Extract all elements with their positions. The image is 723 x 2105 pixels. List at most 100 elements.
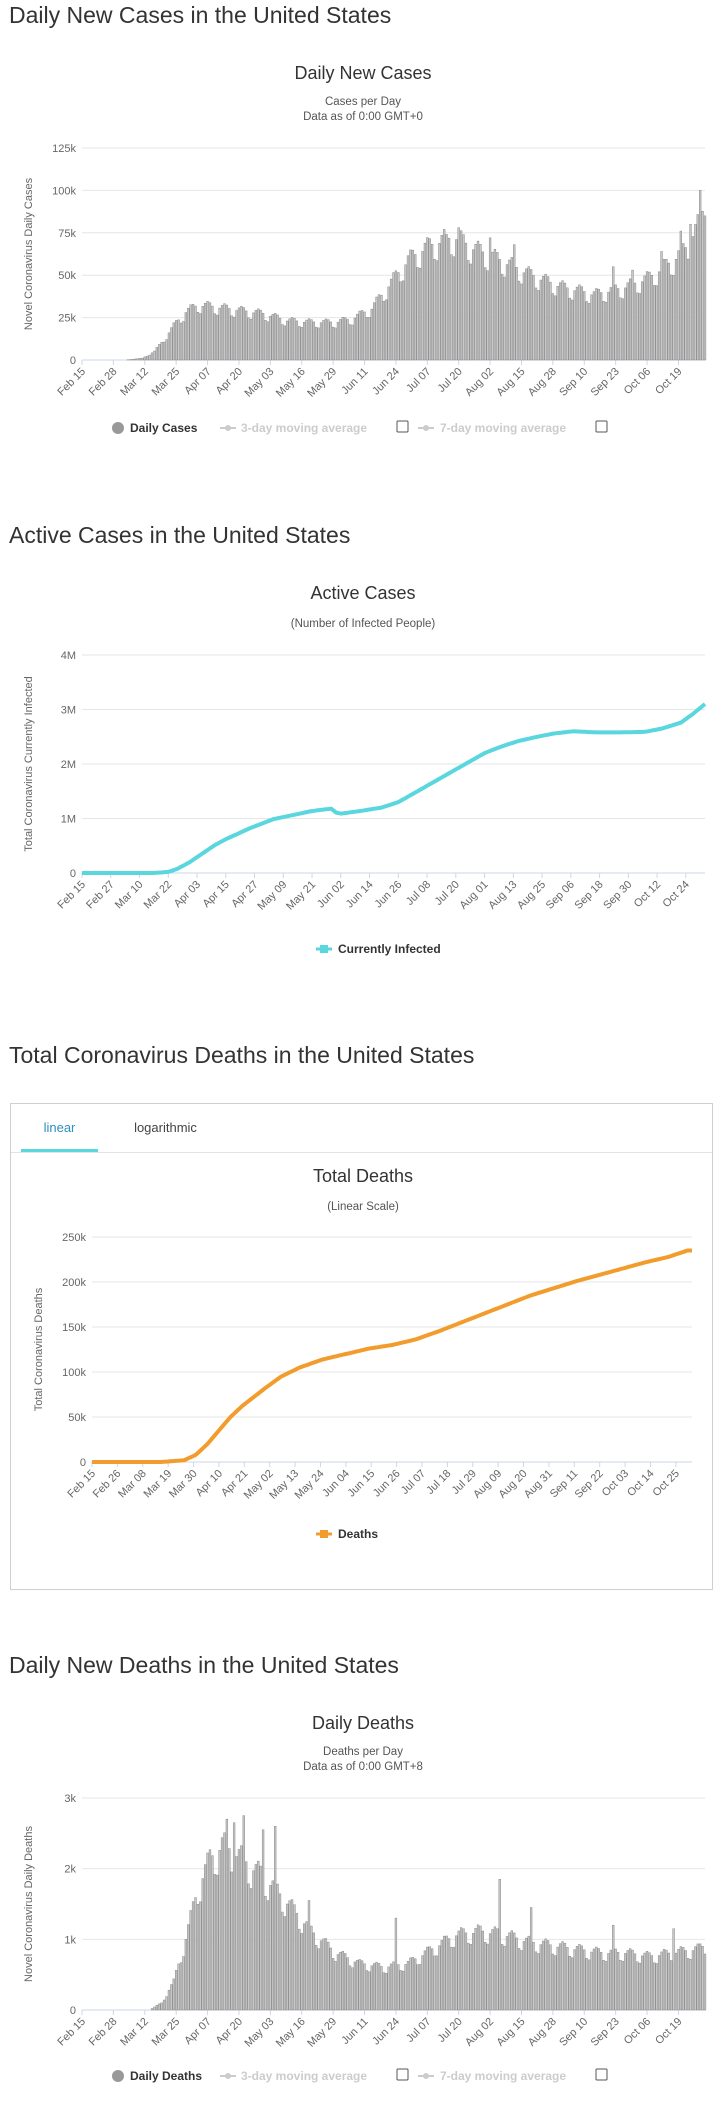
- legend-label: Deaths: [338, 1527, 378, 1541]
- active-cases-heading: Active Cases in the United States: [9, 522, 351, 548]
- x-tick-label: Jun 11: [339, 366, 370, 397]
- bar: [554, 1955, 557, 2011]
- bar: [402, 280, 405, 361]
- legend-marker: [320, 1530, 328, 1538]
- bar: [341, 1951, 344, 2011]
- bar: [179, 322, 183, 361]
- legend-item-daily[interactable]: Daily Cases: [112, 421, 198, 435]
- y-tick-label: 2M: [61, 759, 76, 771]
- legend-item-7day[interactable]: 7-day moving average: [418, 421, 566, 435]
- moving-average-7-checkbox[interactable]: [595, 420, 608, 433]
- bar: [674, 259, 678, 361]
- bar: [368, 317, 371, 361]
- bar: [283, 1916, 286, 2011]
- y-tick-label: 4M: [61, 650, 76, 662]
- bar: [600, 1952, 603, 2011]
- bar: [257, 1860, 260, 2011]
- legend-item-currently-infected[interactable]: Currently Infected: [316, 942, 441, 956]
- bar: [614, 284, 617, 361]
- legend-item-3day[interactable]: 3-day moving average: [220, 2069, 367, 2083]
- bar: [643, 1952, 646, 2011]
- bar: [373, 302, 376, 361]
- legend-item-daily[interactable]: Daily Deaths: [112, 2069, 202, 2083]
- bar: [310, 1925, 313, 2011]
- bar: [445, 234, 448, 361]
- bar: [341, 317, 344, 361]
- bar: [544, 1938, 547, 2011]
- bar: [423, 242, 427, 361]
- bar: [187, 1924, 190, 2011]
- x-tick-label: Apr 10: [194, 1468, 225, 1499]
- bar: [276, 314, 279, 361]
- x-tick-label: Sep 18: [573, 879, 606, 912]
- bar: [305, 319, 308, 361]
- bar: [505, 264, 509, 361]
- bar: [546, 276, 550, 361]
- x-tick-label: Aug 25: [515, 879, 548, 912]
- bar: [322, 1938, 325, 2011]
- bar: [537, 290, 540, 361]
- bar: [691, 236, 695, 361]
- bar: [614, 1948, 617, 2011]
- legend-marker: [225, 2073, 231, 2079]
- bar: [375, 1961, 378, 2011]
- bar: [220, 1837, 224, 2011]
- y-axis-title: Total Coronavirus Currently Infected: [23, 676, 35, 851]
- bar: [230, 1871, 233, 2011]
- bar: [339, 1952, 342, 2011]
- daily-deaths-chart: Daily Deaths Deaths per Day Data as of 0:0…: [23, 1713, 707, 2083]
- x-tick-label: Feb 15: [55, 366, 88, 399]
- bar: [578, 1944, 581, 2011]
- bar: [201, 1878, 204, 2011]
- tab-linear[interactable]: linear: [21, 1104, 98, 1152]
- legend-item-3day[interactable]: 3-day moving average: [220, 421, 367, 435]
- bar: [232, 316, 236, 361]
- bar: [331, 1958, 335, 2011]
- x-tick-label: Feb 28: [87, 2016, 120, 2049]
- bar: [684, 247, 687, 361]
- total-deaths-panel: linear logarithmic: [10, 1103, 713, 1590]
- bar: [602, 301, 605, 361]
- legend-item-7day[interactable]: 7-day moving average: [418, 2069, 566, 2083]
- bar: [269, 1885, 272, 2011]
- bar: [261, 1829, 265, 2011]
- bar: [607, 291, 610, 361]
- bar: [290, 1899, 294, 2011]
- bar: [235, 1856, 238, 2011]
- bar: [602, 1960, 605, 2011]
- bar: [259, 309, 262, 361]
- x-tick-label: Mar 25: [150, 2016, 183, 2049]
- moving-average-7-checkbox[interactable]: [595, 2068, 608, 2081]
- tab-logarithmic[interactable]: logarithmic: [134, 1120, 197, 1135]
- bar: [667, 1952, 670, 2011]
- bar: [138, 358, 142, 361]
- bar: [592, 1948, 596, 2011]
- bar: [363, 311, 366, 361]
- bar: [191, 1901, 195, 2011]
- bar: [522, 272, 526, 361]
- bar: [561, 280, 564, 361]
- bar: [155, 347, 159, 361]
- bar: [247, 317, 250, 361]
- active-cases-chart: Active Cases (Number of Infected People) 0…: [23, 583, 707, 956]
- daily-deaths-heading: Daily New Deaths in the United States: [9, 1652, 399, 1678]
- bar: [245, 1861, 248, 2011]
- chart-title: Total Deaths: [313, 1166, 413, 1186]
- moving-average-3-checkbox[interactable]: [396, 420, 409, 433]
- moving-average-3-checkbox[interactable]: [396, 2068, 409, 2081]
- x-tick-label: Mar 30: [167, 1468, 200, 1501]
- legend-item-deaths[interactable]: Deaths: [316, 1527, 378, 1541]
- bar: [498, 259, 501, 361]
- series-line: [92, 1248, 692, 1464]
- bar: [662, 1949, 666, 2011]
- x-tick-label: Aug 02: [463, 2016, 496, 2049]
- bar: [392, 1961, 395, 2011]
- bar: [476, 1924, 480, 2011]
- bar: [677, 1949, 680, 2011]
- bar: [491, 1929, 494, 2011]
- bar: [657, 1955, 661, 2011]
- bar: [674, 1952, 678, 2011]
- bar: [435, 260, 439, 361]
- bar: [476, 240, 480, 361]
- bar: [288, 1900, 291, 2011]
